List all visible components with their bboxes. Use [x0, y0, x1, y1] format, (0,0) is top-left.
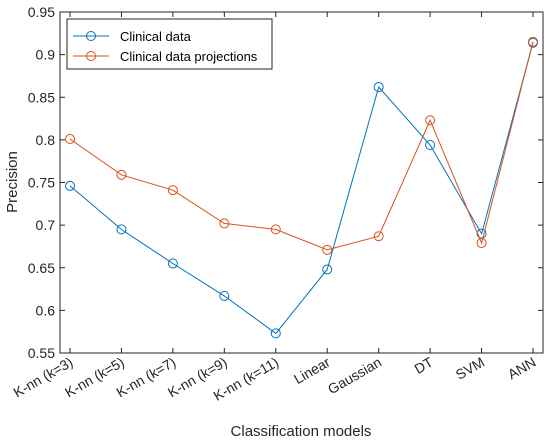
legend-label-clinical-data: Clinical data [120, 29, 192, 44]
x-tick-label: SVM [453, 354, 487, 383]
data-point-clinical-data-projections [219, 218, 230, 229]
data-point-clinical-data [116, 224, 127, 235]
x-axis-label: Classification models [231, 423, 372, 440]
series-line-clinical-data-projections [69, 41, 534, 251]
data-point-clinical-data [373, 82, 384, 93]
x-tick-label: Gaussian [325, 354, 384, 397]
data-point-clinical-data [167, 258, 178, 269]
data-point-clinical-data [65, 180, 75, 191]
y-tick-label: 0.9 [36, 47, 56, 63]
y-tick-label: 0.85 [28, 89, 55, 105]
legend-box [66, 18, 273, 70]
y-tick-label: 0.8 [36, 132, 56, 148]
data-point-clinical-data-projections [476, 238, 487, 249]
legend-marker-clinical-data-projections [86, 51, 96, 61]
y-tick-label: 0.95 [28, 4, 55, 20]
data-point-clinical-data-projections [270, 224, 281, 235]
data-point-clinical-data-projections [116, 169, 127, 180]
legend-label-clinical-data-projections: Clinical data projections [120, 49, 258, 64]
y-tick-label: 0.7 [36, 217, 56, 233]
y-axis-label: Precision [4, 151, 21, 213]
series-layer [65, 36, 538, 339]
y-tick-label: 0.6 [36, 302, 56, 318]
data-point-clinical-data-projections [425, 115, 436, 126]
data-point-clinical-data [322, 264, 333, 275]
data-point-clinical-data-projections [65, 134, 75, 145]
data-point-clinical-data-projections [528, 36, 538, 47]
series-line-clinical-data [69, 42, 534, 335]
data-point-clinical-data [425, 139, 436, 150]
data-point-clinical-data [270, 328, 281, 339]
y-tick-label: 0.75 [28, 175, 55, 191]
y-tick-label: 0.65 [28, 260, 55, 276]
data-point-clinical-data [219, 290, 230, 301]
legend: Clinical data Clinical data projections [66, 18, 273, 70]
data-point-clinical-data-projections [167, 185, 178, 196]
y-tick-label: 0.55 [28, 345, 55, 361]
x-tick-label: DT [411, 354, 436, 377]
legend-marker-clinical-data [86, 31, 96, 41]
data-point-clinical-data-projections [373, 231, 384, 242]
data-point-clinical-data-projections [322, 244, 333, 255]
x-tick-label: ANN [505, 354, 539, 383]
